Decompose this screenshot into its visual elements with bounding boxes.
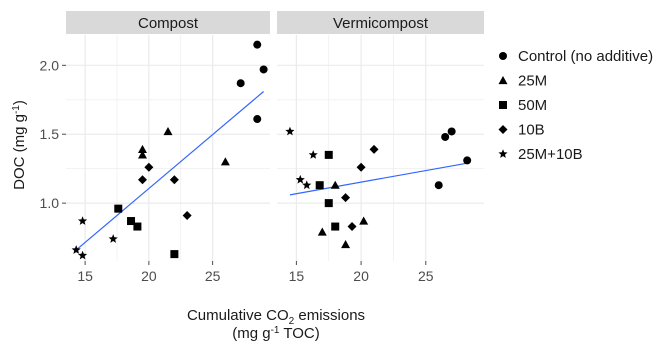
data-point (317, 227, 327, 236)
data-point (163, 126, 173, 136)
data-point (359, 216, 369, 225)
svg-text:(mg g-1 TOC): (mg g-1 TOC) (232, 325, 320, 342)
svg-text:Cumulative CO2 emissions: Cumulative CO2 emissions (187, 307, 365, 327)
x-axis-unit-end: TOC) (279, 325, 319, 342)
data-point (463, 156, 472, 165)
legend-label: 50M (518, 97, 547, 114)
facet-panel-0: Compost 15 20 25 1.0 1.5 2.0 (40, 11, 270, 284)
regression-line (75, 91, 265, 251)
y-axis-title-end: ) (11, 100, 28, 105)
x-tick-label: 15 (289, 268, 305, 284)
data-point (341, 239, 351, 249)
x-axis-unit-text: (mg g (232, 325, 270, 342)
data-point (236, 79, 245, 88)
legend: Control (no additive) 25M 50M 10B 25M+10B (498, 48, 653, 163)
legend-key (498, 76, 508, 85)
facet-strip-background (277, 11, 484, 34)
x-axis-unit-sup: -1 (271, 325, 280, 336)
data-point (114, 204, 123, 213)
data-point (315, 181, 324, 190)
y-tick-label: 2.0 (40, 57, 60, 73)
data-point (182, 211, 192, 221)
x-tick-label: 20 (141, 268, 157, 284)
data-point (170, 250, 179, 259)
data-point (331, 222, 340, 231)
data-point (308, 150, 318, 159)
facet-strip-label: Vermicompost (333, 15, 429, 32)
data-point (133, 222, 142, 231)
data-point (330, 180, 340, 189)
data-point (347, 222, 357, 232)
data-point (144, 162, 154, 172)
legend-key (498, 125, 508, 134)
legend-key (499, 101, 507, 109)
y-axis-title-text: DOC (mg g (11, 114, 28, 190)
data-point (356, 162, 366, 172)
data-point (220, 157, 230, 166)
y-axis-title-sup: -1 (11, 105, 22, 114)
data-point (369, 144, 379, 154)
data-point (285, 126, 295, 136)
data-point (295, 174, 305, 184)
facet-strip-background (66, 11, 270, 34)
x-axis-title-sub: 2 (289, 316, 295, 327)
data-point (127, 217, 136, 226)
data-point (302, 180, 312, 190)
data-point (78, 250, 88, 260)
x-tick-label: 20 (353, 268, 369, 284)
facet-panel-1: Vermicompost 15 20 25 (277, 11, 484, 284)
legend-label: Control (no additive) (518, 48, 653, 65)
legend-key (498, 149, 508, 158)
x-axis-title-text: Cumulative CO (187, 307, 289, 324)
data-point (447, 127, 456, 136)
y-tick-label: 1.5 (40, 126, 60, 142)
data-point (341, 193, 351, 203)
data-point (253, 115, 262, 124)
data-point (108, 234, 118, 243)
data-point (78, 216, 88, 225)
x-tick-label: 15 (77, 268, 93, 284)
regression-line (289, 162, 468, 196)
x-axis-title-end: emissions (294, 307, 365, 324)
data-point (324, 150, 333, 159)
x-tick-label: 25 (205, 268, 221, 284)
panel-background (277, 35, 484, 261)
data-point (434, 181, 443, 190)
data-point (138, 144, 147, 153)
panel-background (66, 35, 270, 261)
data-point (71, 245, 81, 254)
y-tick-label: 1.0 (40, 195, 60, 211)
svg-text:DOC (mg g-1): DOC (mg g-1) (11, 100, 28, 190)
legend-label: 25M+10B (518, 146, 583, 163)
data-point (324, 199, 333, 208)
data-point (169, 175, 179, 185)
data-point (138, 150, 147, 159)
data-point (259, 65, 268, 74)
facet-strip-label: Compost (138, 15, 199, 32)
legend-key (499, 52, 507, 60)
y-axis-title: DOC (mg g-1) (11, 100, 28, 190)
data-point (441, 132, 450, 141)
data-point (253, 40, 262, 49)
x-axis-title: Cumulative CO2 emissions (mg g-1 TOC) (187, 307, 365, 342)
data-point (138, 175, 147, 185)
x-tick-label: 25 (418, 268, 434, 284)
legend-label: 10B (518, 122, 545, 139)
legend-label: 25M (518, 73, 547, 90)
